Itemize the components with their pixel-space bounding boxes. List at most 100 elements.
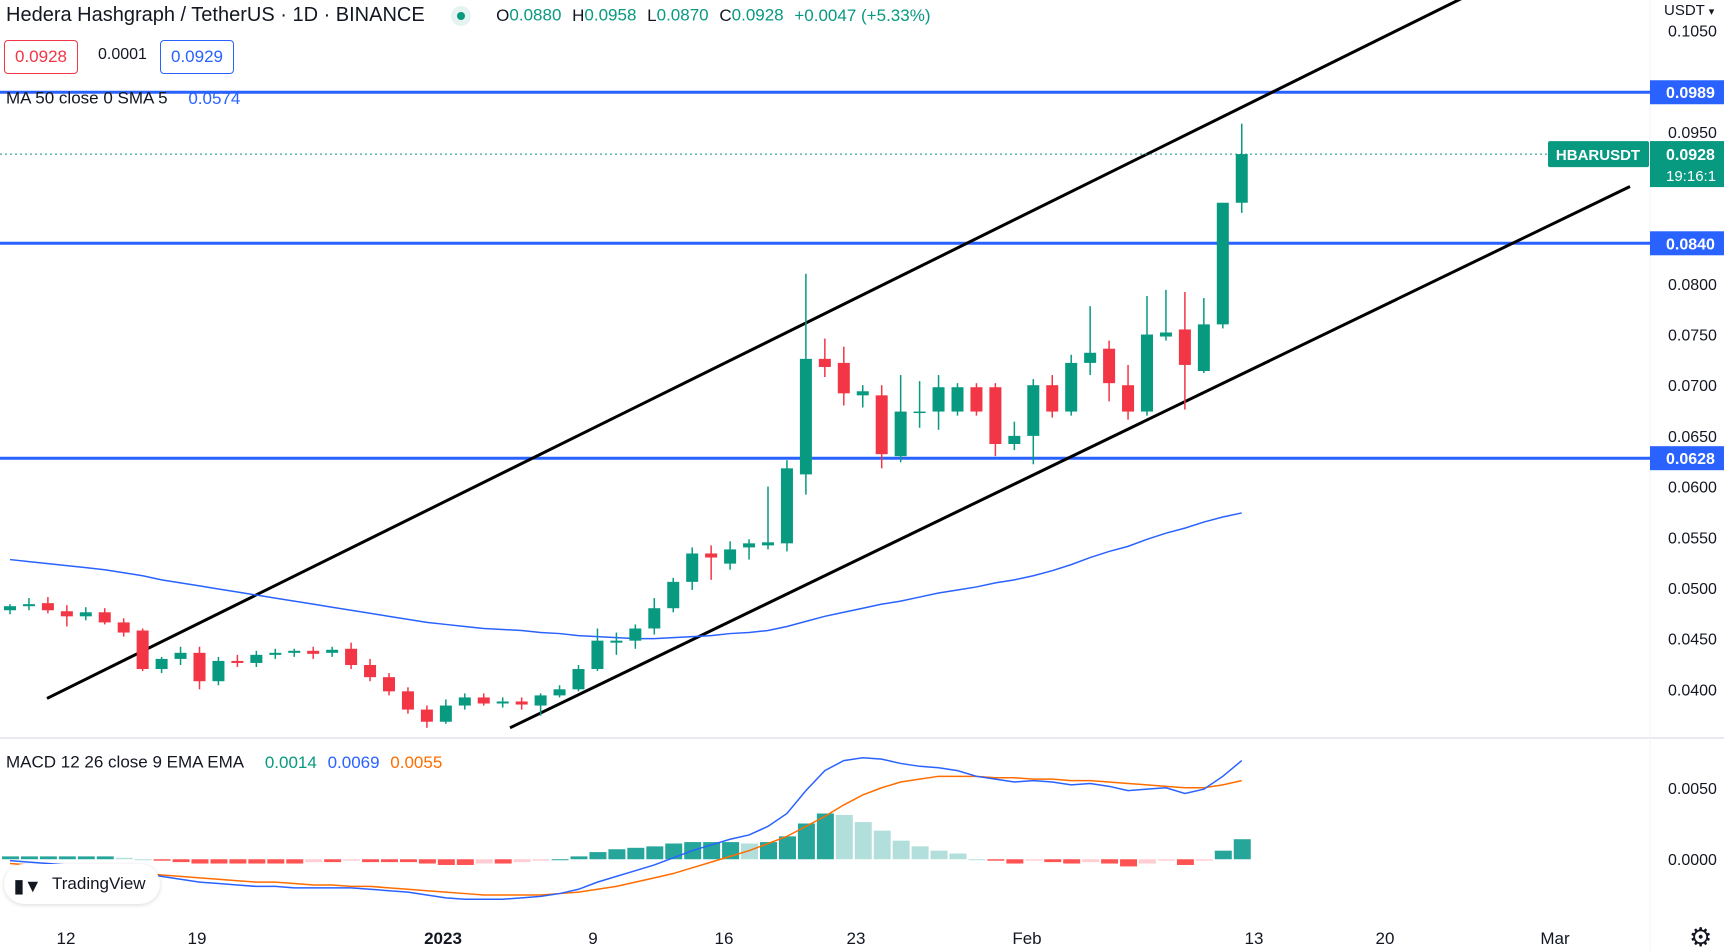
candle-body (458, 697, 471, 706)
tradingview-watermark[interactable]: ▮▼ TradingView (4, 864, 160, 904)
candle-body (1103, 348, 1116, 384)
macd-histogram-bar (835, 814, 853, 860)
price-tick-label: 0.1050 (1668, 23, 1717, 40)
level-price-label: 0.0628 (1666, 451, 1715, 468)
candle-body (1216, 202, 1229, 325)
candle-body (1159, 332, 1172, 337)
price-tick-label: 0.0600 (1668, 480, 1717, 497)
chevron-down-icon: ▾ (1708, 6, 1715, 18)
candle-body (1141, 334, 1153, 412)
candle-body (250, 654, 263, 663)
candle-body (41, 603, 54, 611)
macd-histogram-bar (343, 859, 361, 861)
macd-histogram-bar (608, 849, 626, 860)
high-label: H (572, 5, 585, 25)
candle-body (307, 650, 320, 654)
macd-tick-label: 0.0000 (1668, 852, 1717, 869)
last-price-tag (1650, 141, 1724, 188)
macd-histogram-bar (1176, 859, 1194, 865)
candle-body (837, 362, 850, 394)
x-tick-label: Mar (1540, 929, 1570, 948)
macd-histogram-bar (1101, 859, 1119, 864)
candle-body (667, 581, 680, 609)
upper-channel-line (46, 0, 1462, 700)
price-tick-label: 0.0750 (1668, 328, 1717, 345)
macd-histogram-bar (911, 846, 929, 860)
candle-body (383, 677, 395, 692)
macd-histogram-bar (399, 859, 417, 863)
ma50-line (9, 512, 1242, 640)
gear-icon[interactable]: ⚙ (1689, 922, 1713, 952)
macd-legend[interactable]: MACD 12 26 close 9 EMA EMA 0.0014 0.0069… (6, 752, 442, 773)
candle-body (572, 669, 585, 690)
macd-histogram-bar (77, 856, 95, 860)
macd-histogram-bar (210, 859, 228, 864)
sell-price-button[interactable]: 0.0928 (4, 40, 78, 74)
macd-histogram-bar (1063, 859, 1081, 864)
buy-price-button[interactable]: 0.0929 (160, 40, 234, 74)
level-price-tag (1650, 446, 1724, 471)
price-tick-label: 0.0400 (1668, 682, 1717, 699)
price-tick-label: 0.0550 (1668, 530, 1717, 547)
candle-body (174, 652, 187, 659)
symbol-title[interactable]: Hedera Hashgraph / TetherUS · 1D · BINAN… (6, 4, 425, 26)
low-value: 0.0870 (656, 5, 709, 25)
price-tick-label: 0.0450 (1668, 632, 1717, 649)
macd-histogram-bar (229, 859, 247, 864)
symbol-tag (1548, 141, 1649, 168)
symbol-legend[interactable]: Hedera Hashgraph / TetherUS · 1D · BINAN… (6, 4, 930, 27)
macd-histogram-bar (324, 859, 342, 863)
macd-histogram-bar (305, 859, 323, 863)
macd-histogram-bar (96, 856, 114, 860)
macd-histogram-bar (987, 859, 1005, 861)
macd-histogram-bar (153, 859, 171, 861)
macd-hist-value: 0.0014 (264, 752, 317, 772)
candle-body (780, 468, 793, 544)
candle-body (515, 701, 528, 705)
currency-menu[interactable]: USDT ▾ (1664, 2, 1714, 19)
candle-body (117, 622, 130, 633)
macd-histogram-bar (570, 856, 588, 860)
candle-body (326, 649, 339, 653)
macd-histogram-bar (1233, 839, 1251, 860)
x-tick-label: 9 (588, 929, 597, 948)
candle-body (686, 553, 699, 582)
candle-body (1046, 385, 1059, 412)
macd-histogram-bar (930, 850, 948, 860)
candle-body (212, 660, 225, 682)
price-tick-label: 0.0650 (1668, 429, 1717, 446)
candle-body (496, 701, 509, 704)
countdown-label: 19:16:1 (1666, 168, 1716, 185)
macd-histogram-bar (475, 859, 493, 864)
candle-body (364, 664, 377, 678)
macd-histogram-bar (20, 856, 38, 860)
ma-legend[interactable]: MA 50 close 0 SMA 5 0.0574 (6, 88, 240, 109)
watermark-text: TradingView (52, 874, 146, 893)
candle-body (155, 658, 168, 670)
open-value: 0.0880 (509, 5, 562, 25)
candle-body (705, 553, 718, 558)
close-label: C (719, 5, 732, 25)
price-tick-label: 0.0950 (1668, 125, 1717, 142)
macd-histogram-bar (1082, 859, 1100, 863)
candle-body (724, 549, 737, 564)
macd-histogram-bar (39, 856, 57, 860)
x-tick-label: Feb (1012, 929, 1041, 948)
symbol-tag-label: HBARUSDT (1556, 147, 1640, 164)
candle-body (60, 611, 73, 617)
candle-body (534, 695, 547, 706)
last-price-label: 0.0928 (1666, 147, 1715, 164)
macd-label: MACD 12 26 close 9 EMA EMA (6, 752, 245, 772)
macd-signal-value: 0.0055 (390, 752, 443, 772)
macd-tick-label: 0.0050 (1668, 781, 1717, 798)
macd-histogram-bar (267, 859, 285, 864)
x-tick-label: 23 (847, 929, 866, 948)
macd-histogram-bar (494, 859, 512, 864)
currency-label: USDT (1664, 2, 1705, 19)
candle-body (1122, 385, 1135, 412)
x-tick-label: 20 (1376, 929, 1395, 948)
macd-histogram-bar (778, 836, 796, 860)
level-price-label: 0.0989 (1666, 85, 1715, 102)
high-value: 0.0958 (584, 5, 637, 25)
